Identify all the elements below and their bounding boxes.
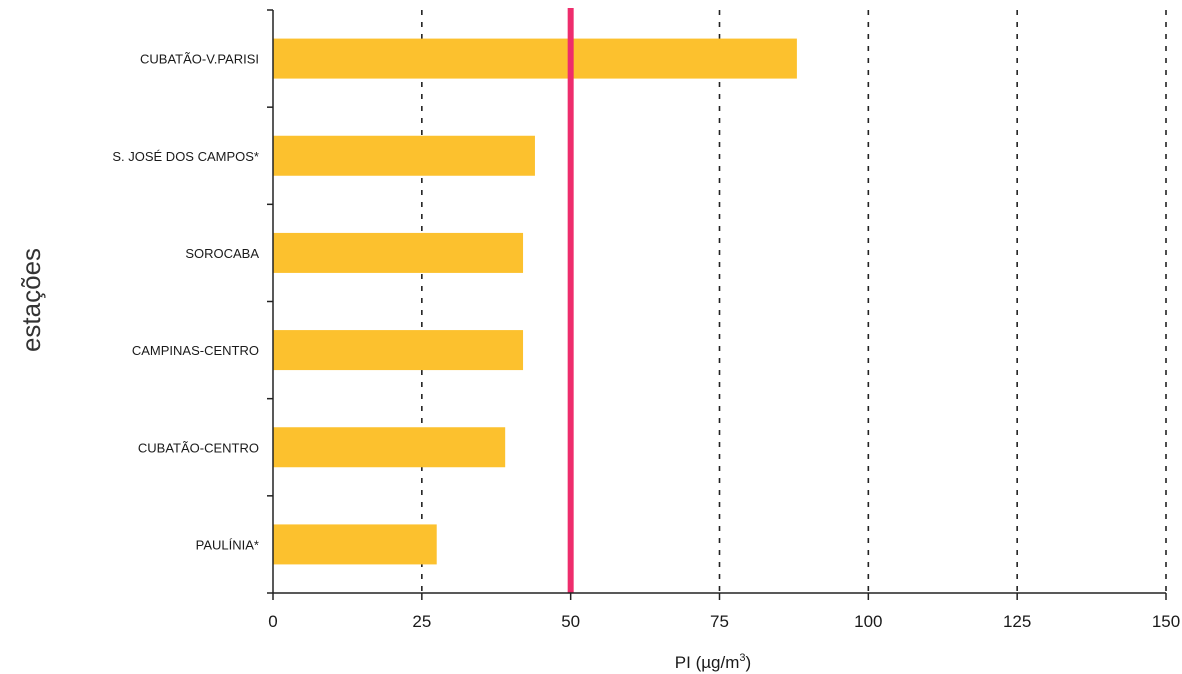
axes bbox=[267, 9, 1167, 600]
x-tick-label: 100 bbox=[854, 612, 882, 631]
category-label: S. JOSÉ DOS CAMPOS* bbox=[112, 149, 259, 164]
x-tick-label: 25 bbox=[412, 612, 431, 631]
category-label: CAMPINAS-CENTRO bbox=[132, 343, 259, 358]
tick-labels: 0 25 50 75 100 125 150 bbox=[268, 612, 1180, 631]
bar-1 bbox=[273, 38, 797, 79]
category-label: PAULÍNIA* bbox=[196, 537, 259, 552]
bar-3 bbox=[273, 232, 524, 273]
x-axis-title: PI (µg/m3) bbox=[675, 652, 751, 672]
grid bbox=[421, 10, 1167, 593]
bar-2 bbox=[273, 135, 535, 176]
x-tick-label: 150 bbox=[1152, 612, 1180, 631]
x-tick-label: 0 bbox=[268, 612, 277, 631]
category-labels: CUBATÃO-V.PARISI S. JOSÉ DOS CAMPOS* SOROC… bbox=[112, 52, 259, 553]
category-label: SOROCABA bbox=[185, 246, 259, 261]
x-tick-label: 125 bbox=[1003, 612, 1031, 631]
bar-5 bbox=[273, 427, 506, 468]
x-tick-label: 75 bbox=[710, 612, 729, 631]
bars bbox=[273, 38, 797, 565]
x-tick-label: 50 bbox=[561, 612, 580, 631]
bar-4 bbox=[273, 330, 524, 371]
category-label: CUBATÃO-CENTRO bbox=[138, 440, 259, 455]
y-axis-title: estações bbox=[16, 248, 46, 352]
category-label: CUBATÃO-V.PARISI bbox=[140, 52, 259, 67]
bar-6 bbox=[273, 524, 437, 565]
